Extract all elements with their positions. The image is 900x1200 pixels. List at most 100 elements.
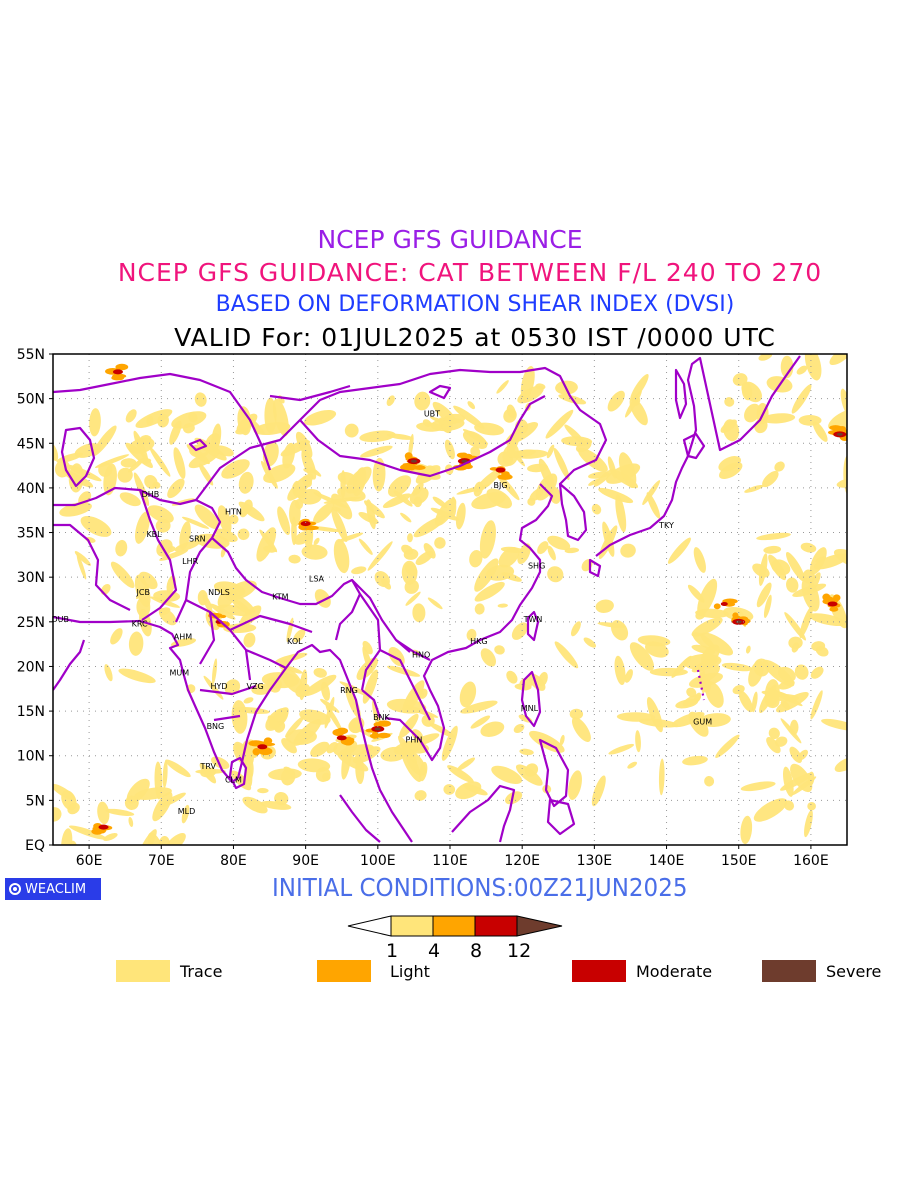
trace-area [846,379,876,413]
trace-area [358,538,373,555]
trace-area [203,675,224,700]
station-srn: SRN [189,534,206,543]
se-asia-borders [359,593,431,721]
trace-area [762,470,779,488]
trace-area [506,670,518,684]
trace-area [853,351,872,385]
trace-area [667,537,691,564]
sakhalin [674,368,688,420]
trace-area [467,401,476,410]
lon-tick-label: 160E [793,853,829,869]
trace-area [632,395,641,406]
light-area [829,606,839,612]
severe-area [461,459,468,463]
map-panel: 60E 70E 80E 90E 100E 110E 120E 130E 140E 150E 160E… [0,347,876,869]
trace-area [213,445,234,457]
trace-area [351,566,367,575]
afghan-border [138,489,178,621]
trace-area [480,648,497,667]
trace-area [843,455,847,495]
trace-area [267,715,281,732]
light-area [373,734,390,738]
trace-area [345,466,372,494]
trace-area [217,505,232,534]
trace-area [588,478,600,486]
trace-area [527,497,536,506]
trace-area [697,578,718,616]
trace-area [480,721,505,737]
trace-area [568,770,582,800]
trace-area [264,397,277,434]
station-ndls: NDLS [208,588,230,597]
lon-tick-label: 60E [76,853,103,869]
trace-area [256,527,277,562]
trace-area [444,439,455,460]
trace-area [125,442,153,468]
trace-area [453,405,485,429]
severe-area [836,432,843,436]
light-area [263,737,273,745]
legend-label-severe: Severe [826,962,882,981]
station-hno: HNO [412,651,430,660]
trace-area [691,617,723,637]
trace-area [198,463,214,486]
light-area [91,828,104,835]
valid-time: VALID For: 01JUL2025 at 0530 IST /0000 U… [174,323,776,352]
light-area [336,727,349,735]
trace-area [237,528,250,541]
trace-area [165,759,191,778]
trace-area [211,423,222,452]
trace-area [616,712,656,722]
trace-area [699,713,731,727]
colorbar-label-8: 8 [470,940,483,962]
station-dhb: DHB [142,490,160,499]
trace-area [134,787,172,800]
map-frame [52,353,848,846]
trace-area [774,461,785,472]
trace-area [149,446,171,477]
trace-area [443,413,466,424]
light-area [377,720,391,727]
trace-area [583,637,597,648]
trace-area [496,380,509,394]
trace-area [381,578,392,590]
trace-area [403,548,419,560]
trace-area [553,447,570,480]
lat-tick-label: EQ [25,838,45,854]
trace-area [274,792,289,806]
trace-area [162,760,168,789]
korea [558,482,588,542]
trace-area [54,460,71,478]
trace-area [407,533,413,543]
trace-area [293,530,313,545]
trace-area [644,641,669,658]
mongolia-border [299,395,546,478]
trace-area [758,553,768,586]
logo-text: WEACLIM [25,881,87,897]
trace-area [401,747,422,782]
lat-tick-label: 20N [17,659,45,675]
station-bjg: BJG [494,481,508,490]
station-gum: GUM [693,717,712,726]
station-shg: SHG [528,561,545,570]
lat-tick-label: 55N [17,347,45,363]
trace-area [53,807,62,822]
borneo [451,784,516,843]
trace-area [263,545,277,553]
trace-area [211,658,218,685]
legend-swatch-severe [762,960,816,982]
trace-area [405,591,421,606]
trace-area [80,516,112,537]
trace-area [786,577,799,593]
japan [595,455,689,557]
moderate-area [720,601,728,606]
trace-area [768,727,780,740]
trace-area [700,632,734,656]
station-clm: CLM [225,776,242,785]
trace-area [387,665,421,677]
trace-area [571,717,591,742]
trace-area [615,494,627,533]
trace-area [0,441,9,457]
trace-area [402,680,425,714]
lon-tick-label: 100E [360,853,396,869]
